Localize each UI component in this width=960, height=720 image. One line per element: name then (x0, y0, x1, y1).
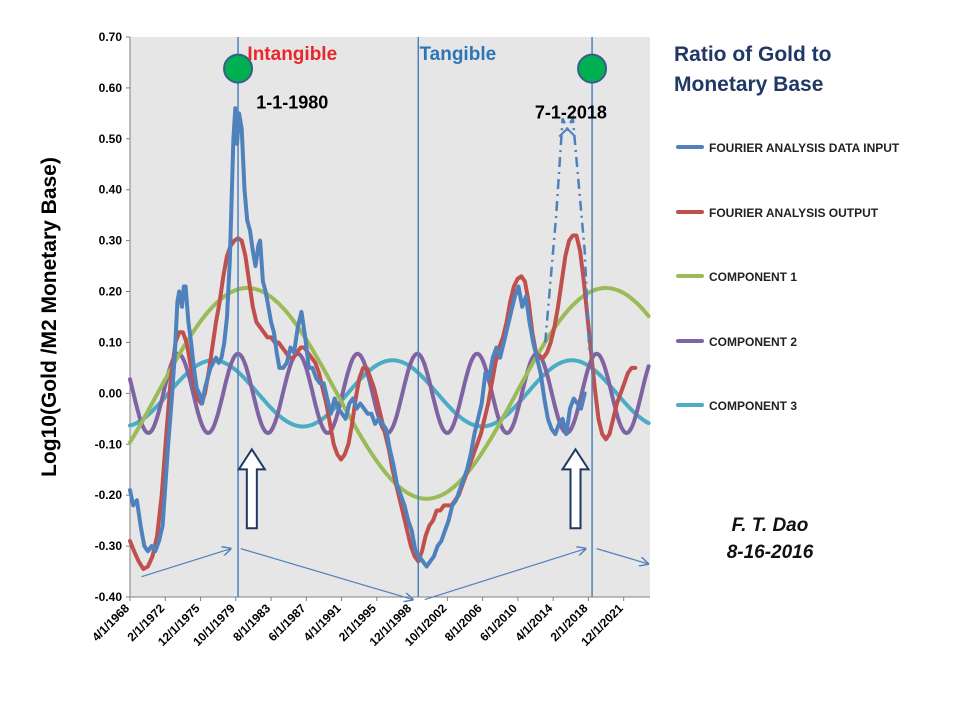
author-date: 8-16-2016 (726, 542, 814, 563)
series-line-fourier-analysis-data-input (128, 106, 587, 569)
chart-title: Ratio of Gold to Monetary Base (674, 43, 832, 96)
up-arrow-icon (560, 447, 591, 530)
up-arrow-icon (236, 447, 267, 530)
y-tick-label: 0.60 (99, 81, 123, 95)
y-tick-label: 0.50 (99, 132, 123, 146)
peak-marker (223, 53, 254, 84)
y-tick-label: 0.30 (99, 234, 123, 248)
legend-label: COMPONENT 2 (709, 335, 798, 349)
x-tick-label: 6/1/2010 (477, 601, 520, 644)
y-tick-label: -0.30 (95, 539, 123, 553)
date-annotation: 7-1-2018 (535, 102, 607, 122)
trend-arrow (240, 548, 413, 600)
legend-swatch (676, 403, 704, 407)
trend-arrow (141, 549, 230, 578)
y-tick-label: -0.40 (95, 590, 123, 604)
x-tick-label: 6/1/1987 (266, 601, 309, 644)
legend-item-component-3: COMPONENT 3 (676, 396, 916, 440)
y-tick-label: 0.20 (99, 285, 123, 299)
legend-label: FOURIER ANALYSIS DATA INPUT (709, 141, 900, 155)
region-label: Intangible (247, 44, 337, 65)
legend-item-component-1: COMPONENT 1 (676, 267, 916, 311)
author-name: F. T. Dao (731, 515, 809, 536)
author-block: F. T. Dao 8-16-2016 (700, 512, 840, 566)
y-tick-label: -0.20 (95, 488, 123, 502)
trend-arrow (424, 549, 586, 601)
legend-label: COMPONENT 3 (709, 399, 798, 413)
peak-marker (577, 53, 608, 84)
x-tick-label: 8/1/1983 (230, 601, 273, 644)
x-tick-label: 4/1/1991 (301, 601, 344, 644)
y-tick-label: 0.70 (99, 30, 123, 44)
y-tick-label: 0.40 (99, 183, 123, 197)
y-axis-label: Log10(Gold /M2 Monetary Base) (38, 157, 61, 477)
legend-label: COMPONENT 1 (709, 270, 798, 284)
x-tick-label: 4/1/1968 (89, 601, 132, 644)
legend-swatch (676, 274, 704, 278)
y-tick-label: 0.00 (99, 386, 123, 400)
y-tick-label: -0.10 (95, 437, 123, 451)
legend-swatch (676, 145, 704, 149)
projection-arrowhead (558, 127, 576, 138)
legend-item-output: FOURIER ANALYSIS OUTPUT (676, 203, 916, 247)
series-line-component-1 (128, 286, 651, 501)
y-tick-label: 0.10 (99, 335, 123, 349)
region-label: Tangible (419, 44, 496, 65)
legend-swatch (676, 339, 704, 343)
projection-line (543, 114, 591, 353)
x-tick-label: 4/1/2014 (512, 601, 555, 644)
trend-arrow (596, 548, 648, 564)
date-annotation: 1-1-1980 (256, 92, 328, 112)
series-line-component-2 (128, 351, 651, 436)
legend-item-component-2: COMPONENT 2 (676, 332, 916, 376)
legend-item-data-input: FOURIER ANALYSIS DATA INPUT (676, 138, 916, 182)
x-tick-label: 8/1/2006 (442, 601, 485, 644)
legend-label: FOURIER ANALYSIS OUTPUT (709, 206, 879, 220)
legend-swatch (676, 210, 704, 214)
